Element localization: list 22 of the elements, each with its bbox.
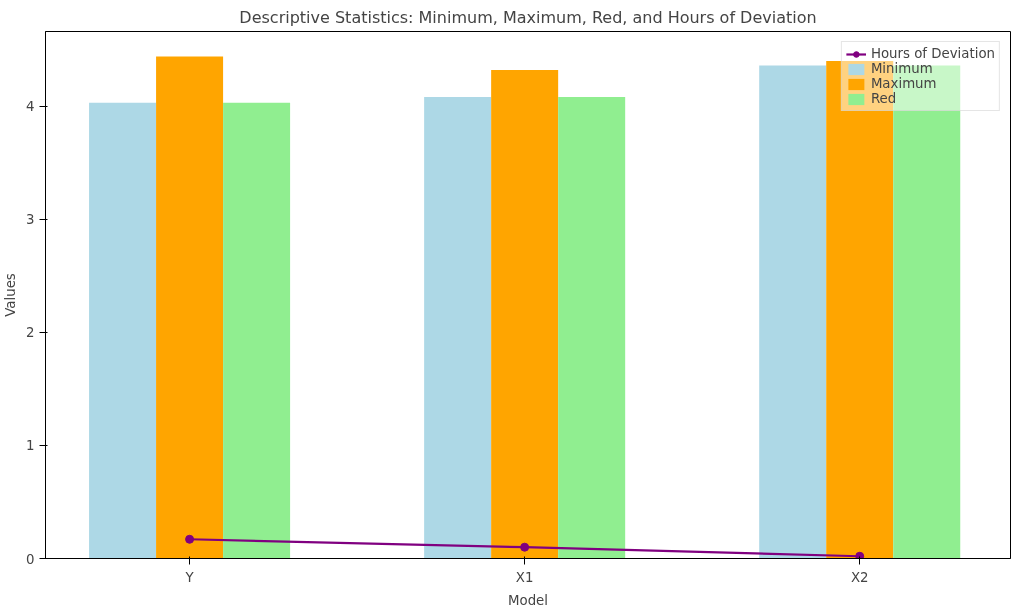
chart-title: Descriptive Statistics: Minimum, Maximum, Red, and Hours of Deviation [239, 7, 817, 27]
bar [223, 102, 291, 559]
y-tick-label: 4 [26, 99, 35, 115]
bar [424, 97, 492, 559]
legend-label: Maximum [870, 76, 937, 91]
x-tick-label: X2 [850, 569, 869, 585]
y-tick-label: 3 [26, 212, 35, 228]
y-tick-label: 2 [26, 325, 35, 341]
legend-label: Hours of Deviation [870, 46, 995, 61]
bar [89, 102, 157, 559]
x-tick-label: Y [184, 569, 195, 585]
x-axis-title: Model [507, 592, 549, 608]
y-tick-label: 0 [26, 551, 35, 567]
legend-label: Minimum [870, 61, 933, 76]
x-tick-label: X1 [515, 569, 534, 585]
legend-label: Red [870, 91, 897, 106]
bar [156, 56, 224, 559]
y-axis-title: Values [3, 273, 19, 317]
bar [558, 97, 626, 559]
y-tick-label: 1 [26, 438, 35, 454]
bar [491, 69, 559, 559]
bar [759, 65, 827, 559]
